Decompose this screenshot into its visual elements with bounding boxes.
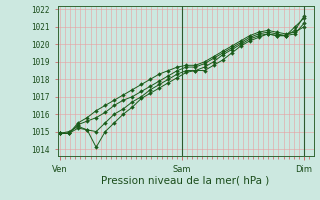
X-axis label: Pression niveau de la mer( hPa ): Pression niveau de la mer( hPa )	[101, 175, 270, 185]
